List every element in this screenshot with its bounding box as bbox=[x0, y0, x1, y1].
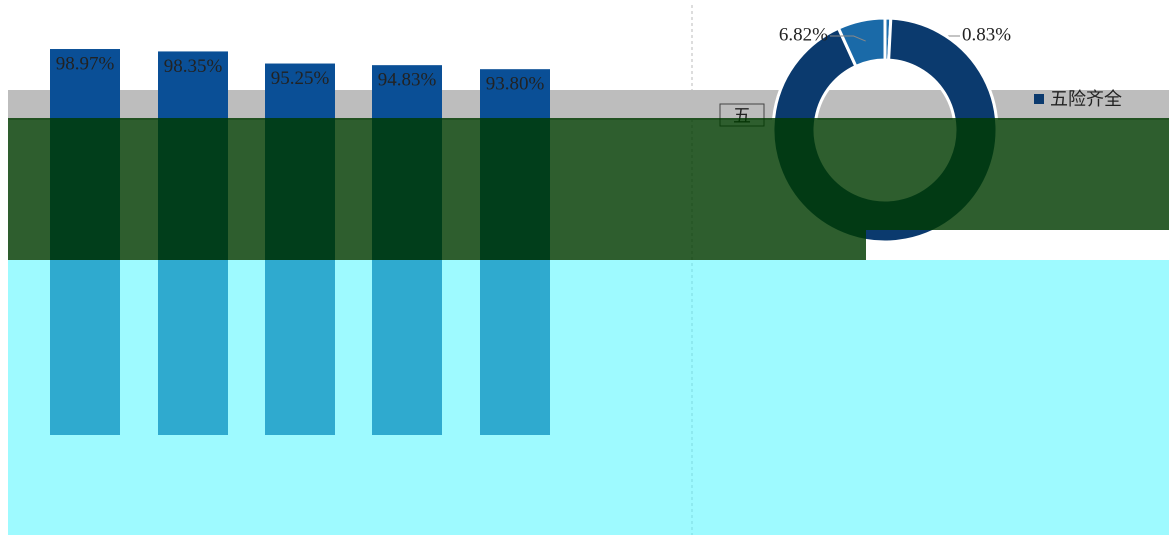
value-label: 95.25% bbox=[271, 68, 330, 89]
value-label: 98.97% bbox=[56, 53, 115, 74]
value-label: 93.80% bbox=[486, 74, 545, 95]
glitch-dark bbox=[8, 118, 866, 260]
glitch-dark bbox=[866, 118, 1169, 230]
legend-label: 五险齐全 bbox=[1050, 89, 1122, 110]
donut-segment bbox=[836, 16, 887, 69]
value-label: 0.83% bbox=[962, 24, 1011, 45]
leader-line bbox=[830, 35, 866, 42]
value-label: 6.82% bbox=[779, 24, 828, 45]
glitch-cyan bbox=[8, 260, 1169, 535]
legend-swatch bbox=[1034, 94, 1044, 104]
value-label: 98.35% bbox=[164, 56, 223, 77]
value-label: 94.83% bbox=[378, 70, 437, 91]
